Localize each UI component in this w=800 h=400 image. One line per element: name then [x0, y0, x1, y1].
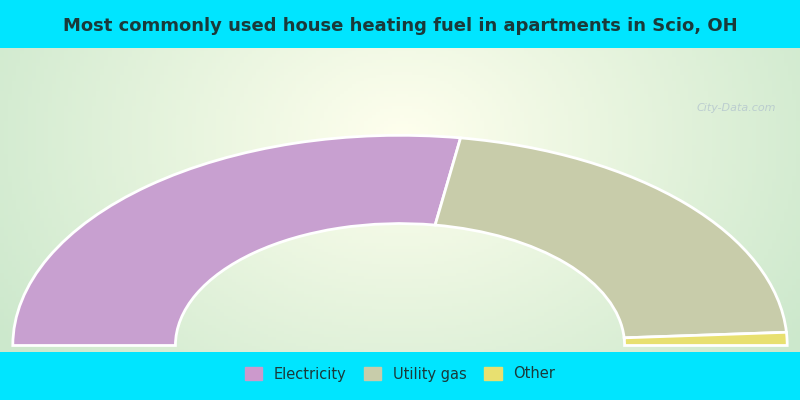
FancyBboxPatch shape — [2, 16, 798, 264]
FancyBboxPatch shape — [1, 16, 799, 264]
FancyBboxPatch shape — [2, 16, 798, 264]
Wedge shape — [624, 332, 787, 346]
FancyBboxPatch shape — [1, 16, 799, 264]
FancyBboxPatch shape — [3, 17, 797, 263]
FancyBboxPatch shape — [1, 16, 798, 264]
FancyBboxPatch shape — [4, 18, 796, 263]
FancyBboxPatch shape — [3, 17, 797, 263]
FancyBboxPatch shape — [0, 16, 800, 265]
FancyBboxPatch shape — [2, 16, 798, 264]
FancyBboxPatch shape — [4, 18, 796, 263]
FancyBboxPatch shape — [0, 16, 800, 265]
FancyBboxPatch shape — [4, 18, 796, 263]
FancyBboxPatch shape — [0, 16, 800, 265]
FancyBboxPatch shape — [1, 16, 799, 265]
FancyBboxPatch shape — [2, 16, 798, 264]
FancyBboxPatch shape — [0, 16, 800, 265]
FancyBboxPatch shape — [1, 16, 799, 265]
FancyBboxPatch shape — [3, 17, 797, 264]
FancyBboxPatch shape — [3, 17, 797, 264]
FancyBboxPatch shape — [2, 16, 798, 264]
FancyBboxPatch shape — [3, 17, 797, 263]
FancyBboxPatch shape — [1, 16, 799, 265]
FancyBboxPatch shape — [1, 16, 799, 265]
FancyBboxPatch shape — [2, 17, 798, 264]
FancyBboxPatch shape — [1, 16, 799, 265]
FancyBboxPatch shape — [2, 16, 798, 264]
FancyBboxPatch shape — [0, 16, 800, 265]
FancyBboxPatch shape — [2, 17, 798, 264]
FancyBboxPatch shape — [2, 16, 798, 264]
FancyBboxPatch shape — [2, 16, 798, 264]
FancyBboxPatch shape — [1, 16, 799, 265]
FancyBboxPatch shape — [2, 16, 798, 264]
FancyBboxPatch shape — [2, 16, 798, 264]
FancyBboxPatch shape — [2, 17, 798, 264]
FancyBboxPatch shape — [2, 16, 798, 264]
FancyBboxPatch shape — [2, 17, 798, 264]
FancyBboxPatch shape — [4, 18, 796, 263]
FancyBboxPatch shape — [3, 17, 797, 263]
FancyBboxPatch shape — [3, 17, 797, 264]
Wedge shape — [435, 138, 786, 338]
Text: City-Data.com: City-Data.com — [697, 103, 776, 113]
FancyBboxPatch shape — [0, 16, 800, 265]
FancyBboxPatch shape — [2, 17, 798, 264]
FancyBboxPatch shape — [3, 17, 797, 264]
FancyBboxPatch shape — [3, 17, 797, 264]
FancyBboxPatch shape — [4, 17, 796, 263]
FancyBboxPatch shape — [2, 17, 798, 264]
FancyBboxPatch shape — [1, 16, 799, 265]
Legend: Electricity, Utility gas, Other: Electricity, Utility gas, Other — [238, 361, 562, 387]
FancyBboxPatch shape — [1, 16, 799, 265]
FancyBboxPatch shape — [3, 17, 797, 264]
FancyBboxPatch shape — [2, 16, 798, 264]
FancyBboxPatch shape — [2, 17, 798, 264]
FancyBboxPatch shape — [3, 17, 797, 264]
FancyBboxPatch shape — [4, 18, 796, 263]
Wedge shape — [13, 135, 461, 346]
FancyBboxPatch shape — [2, 17, 798, 264]
FancyBboxPatch shape — [0, 16, 800, 265]
FancyBboxPatch shape — [2, 16, 798, 264]
Text: Most commonly used house heating fuel in apartments in Scio, OH: Most commonly used house heating fuel in… — [62, 17, 738, 35]
FancyBboxPatch shape — [3, 17, 797, 263]
FancyBboxPatch shape — [1, 16, 799, 265]
FancyBboxPatch shape — [2, 17, 798, 264]
FancyBboxPatch shape — [2, 16, 798, 264]
